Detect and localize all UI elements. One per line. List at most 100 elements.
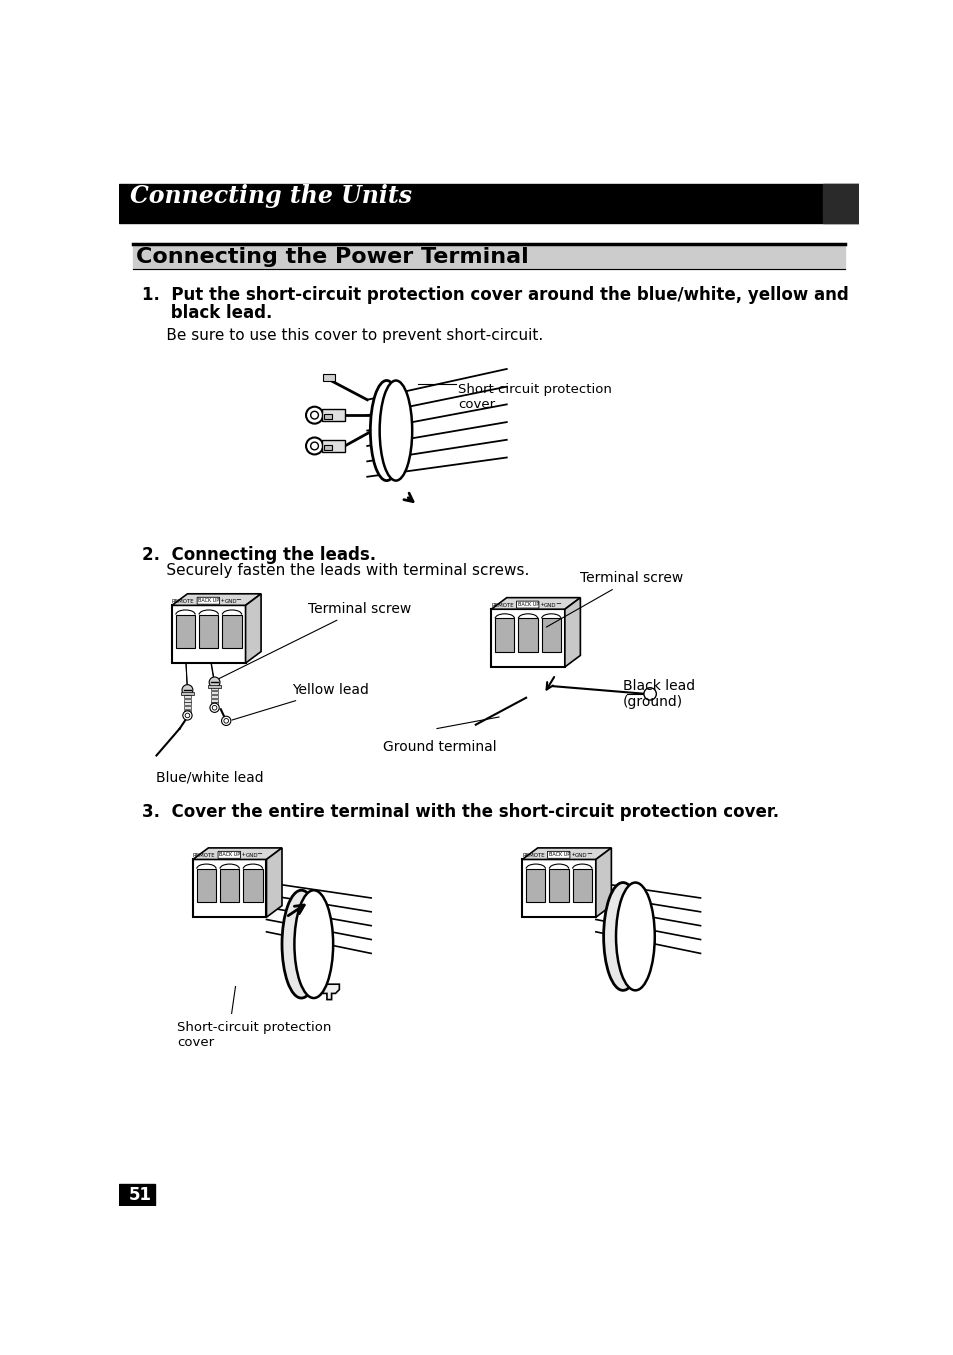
Text: REMOTE: REMOTE — [193, 852, 215, 858]
Text: Black lead
(ground): Black lead (ground) — [622, 679, 695, 709]
FancyBboxPatch shape — [547, 851, 569, 858]
Bar — [323, 415, 332, 419]
Bar — [175, 615, 195, 648]
Text: Securely fasten the leads with terminal screws.: Securely fasten the leads with terminal … — [142, 562, 529, 579]
Text: GND: GND — [575, 852, 587, 858]
Polygon shape — [319, 984, 339, 1000]
Bar — [211, 687, 218, 690]
Text: Short-circuit protection
cover: Short-circuit protection cover — [177, 1022, 332, 1049]
Text: −: − — [235, 598, 241, 603]
Text: −: − — [555, 600, 560, 607]
Bar — [183, 706, 192, 709]
Polygon shape — [193, 848, 282, 859]
Text: REMOTE: REMOTE — [172, 599, 194, 604]
Polygon shape — [491, 598, 579, 610]
Bar — [211, 699, 218, 702]
Text: 2.  Connecting the leads.: 2. Connecting the leads. — [142, 546, 376, 564]
Circle shape — [212, 706, 216, 710]
Text: −: − — [256, 851, 262, 858]
Text: REMOTE: REMOTE — [521, 852, 544, 858]
Bar — [822, 184, 858, 222]
Text: Connecting the Units: Connecting the Units — [130, 184, 412, 207]
Text: GND: GND — [543, 603, 556, 607]
Circle shape — [311, 442, 318, 450]
Text: GND: GND — [224, 599, 237, 604]
Bar — [549, 869, 568, 902]
Circle shape — [224, 718, 229, 724]
Bar — [321, 409, 344, 421]
Text: Connecting the Power Terminal: Connecting the Power Terminal — [136, 247, 529, 267]
Bar — [211, 702, 218, 706]
Circle shape — [209, 678, 220, 688]
Bar — [199, 615, 218, 648]
Text: Be sure to use this cover to prevent short-circuit.: Be sure to use this cover to prevent sho… — [142, 328, 543, 343]
Bar — [119, 184, 858, 222]
Ellipse shape — [370, 381, 402, 481]
Bar — [572, 869, 592, 902]
Circle shape — [643, 688, 656, 701]
Polygon shape — [245, 593, 261, 663]
Bar — [119, 1184, 154, 1206]
Text: Short circuit protection
cover: Short circuit protection cover — [457, 383, 611, 411]
Ellipse shape — [379, 381, 412, 481]
Text: BACK UP +: BACK UP + — [517, 602, 544, 607]
Text: Ground terminal: Ground terminal — [382, 740, 496, 755]
Circle shape — [306, 406, 323, 424]
Bar — [172, 606, 245, 663]
Text: BACK UP +: BACK UP + — [198, 598, 225, 603]
Circle shape — [221, 717, 231, 725]
Ellipse shape — [616, 882, 654, 991]
Bar — [183, 695, 192, 698]
Bar — [183, 702, 192, 706]
Polygon shape — [266, 848, 282, 917]
Bar — [323, 374, 335, 381]
Text: GND: GND — [245, 852, 258, 858]
Ellipse shape — [370, 381, 402, 481]
FancyBboxPatch shape — [218, 851, 240, 858]
Bar — [517, 618, 537, 652]
Text: −: − — [585, 851, 591, 858]
Ellipse shape — [603, 882, 641, 991]
Text: 1.  Put the short-circuit protection cover around the blue/white, yellow and: 1. Put the short-circuit protection cove… — [142, 286, 848, 304]
FancyBboxPatch shape — [516, 602, 538, 608]
Circle shape — [210, 703, 219, 713]
Bar — [323, 446, 332, 450]
Bar — [133, 244, 843, 268]
Bar — [183, 699, 192, 702]
Bar — [495, 618, 514, 652]
Circle shape — [182, 684, 193, 695]
Bar — [183, 710, 192, 713]
Polygon shape — [596, 848, 611, 917]
Bar — [321, 440, 344, 453]
Polygon shape — [172, 593, 261, 606]
Polygon shape — [564, 598, 579, 667]
Bar — [183, 714, 192, 717]
Ellipse shape — [282, 890, 320, 999]
Text: Terminal screw: Terminal screw — [546, 572, 683, 627]
Ellipse shape — [294, 890, 333, 999]
Circle shape — [311, 412, 318, 419]
Circle shape — [306, 438, 323, 454]
Bar — [211, 695, 218, 698]
Bar — [211, 691, 218, 694]
Bar — [541, 618, 560, 652]
Circle shape — [185, 713, 190, 718]
Text: 3.  Cover the entire terminal with the short-circuit protection cover.: 3. Cover the entire terminal with the sh… — [142, 804, 779, 821]
Text: Terminal screw: Terminal screw — [218, 602, 411, 679]
Bar — [208, 684, 220, 688]
Bar — [196, 869, 216, 902]
Bar — [521, 859, 596, 917]
Text: black lead.: black lead. — [142, 304, 273, 321]
Bar — [222, 615, 241, 648]
Polygon shape — [521, 848, 611, 859]
Text: BACK UP +: BACK UP + — [219, 852, 246, 858]
Text: Yellow lead: Yellow lead — [232, 683, 369, 720]
Bar — [181, 692, 193, 695]
Text: Blue/white lead: Blue/white lead — [156, 771, 264, 785]
Text: BACK UP +: BACK UP + — [548, 852, 575, 858]
Text: 51: 51 — [129, 1186, 152, 1205]
Bar — [243, 869, 262, 902]
Bar — [220, 869, 239, 902]
Bar — [211, 706, 218, 709]
Circle shape — [183, 711, 192, 720]
